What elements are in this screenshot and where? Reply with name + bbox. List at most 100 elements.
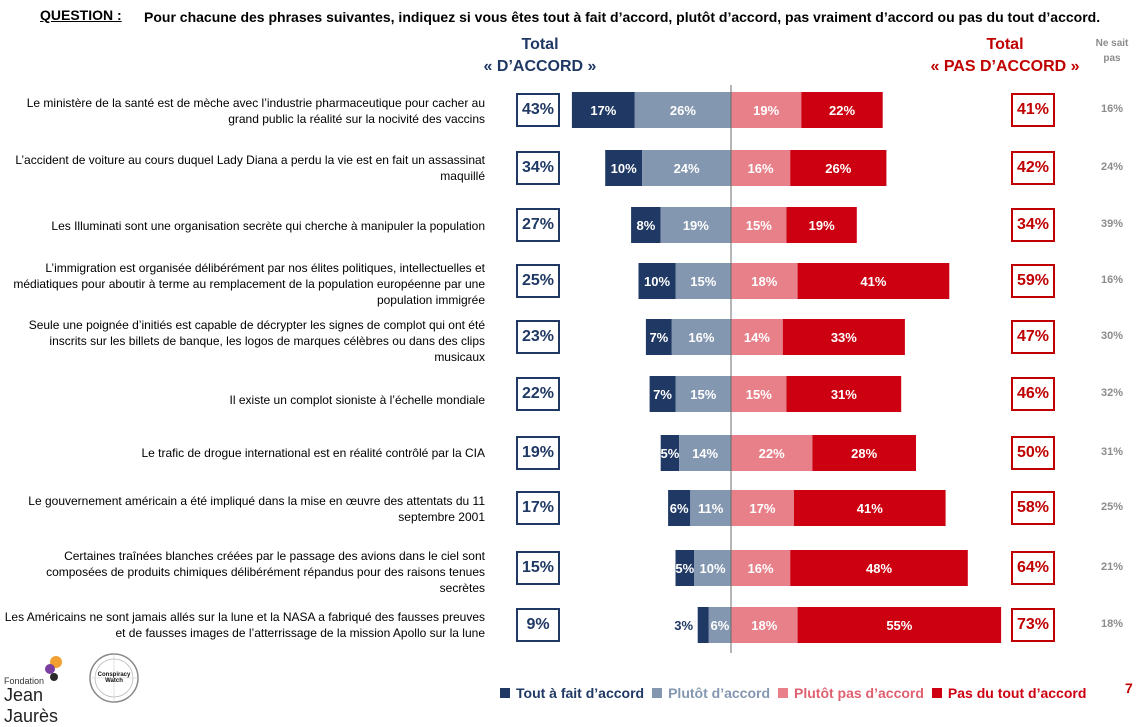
bar-value-label: 18% [751,618,777,633]
bar-tout-a-fait [571,92,635,128]
bar-value-label: 6% [711,618,730,633]
legend-item-pas-du-tout: Pas du tout d’accord [931,685,1086,701]
diverging-bar-chart: 17% 26% 19% 22% 10% 24% 16% 26% 8% 19% 15% 19% 10% 15… [571,85,1002,653]
no-opinion-value: 24% [1100,161,1124,173]
bar-pas-du-tout [790,150,887,186]
bar-tout-a-fait [660,435,680,471]
bar-value-label: 26% [670,103,696,118]
bar-value-label: 48% [866,561,892,576]
row-label: Le trafic de drogue international est en… [0,444,485,462]
bar-value-label: 22% [759,446,785,461]
bar-plutot [679,435,731,471]
bar-value-label: 18% [751,274,777,289]
total-disagree-value: 47% [1011,320,1055,354]
no-opinion-header: Ne sait pas [1092,36,1132,66]
bar-value-label: 24% [674,161,700,176]
bar-value-label: 15% [690,274,716,289]
no-opinion-value: 31% [1100,446,1124,458]
no-opinion-value: 32% [1100,387,1124,399]
row-label-text: Le trafic de drogue international est en… [141,446,485,460]
bar-pas-du-tout [801,92,883,128]
bar-value-label: 55% [886,618,912,633]
legend-swatch-pas-du-tout [931,688,942,698]
fondation-logo-small-text: Fondation [4,676,45,686]
total-disagree-value: 34% [1011,208,1055,242]
no-opinion-value: 18% [1100,618,1124,630]
bar-value-label: 5% [661,446,680,461]
total-agree-value: 43% [516,93,560,127]
total-agree-value: 25% [516,264,560,298]
no-opinion-value: 16% [1100,274,1124,286]
bar-tout-a-fait [697,607,709,643]
legend-item-plutot-pas: Plutôt pas d’accord [778,685,924,701]
row-label: Seule une poignée d’initiés est capable … [0,317,485,365]
bar-pas-du-tout [782,319,905,355]
total-disagree-value: 73% [1011,608,1055,642]
legend-swatch-plutot [652,688,663,698]
legend-item-plutot: Plutôt d’accord [652,685,770,701]
bar-plutot [675,263,731,299]
bar-pas-du-tout [812,435,916,471]
row-label-text: Le ministère de la santé est de mèche av… [26,96,485,126]
bar-value-label: 26% [825,161,851,176]
bar-value-label: 15% [746,218,772,233]
total-disagree-value: 64% [1011,551,1055,585]
row-label-text: Les Américains ne sont jamais allés sur … [4,610,485,640]
row-label: Il existe un complot sioniste à l’échell… [0,391,485,409]
row-label: Les Américains ne sont jamais allés sur … [0,608,485,642]
bar-pas-du-tout [797,607,1002,643]
row-label-text: Il existe un complot sioniste à l’échell… [229,393,485,407]
legend-label-plutot: Plutôt d’accord [668,685,770,701]
bar-tout-a-fait [668,490,691,526]
total-agree-header: Total « D’ACCORD » [455,34,625,78]
bar-plutot-pas [731,150,791,186]
bar-value-label: 15% [746,387,772,402]
row-label: Le gouvernement américain a été impliqué… [0,492,485,526]
total-disagree-value: 50% [1011,436,1055,470]
total-disagree-value: 59% [1011,264,1055,298]
bar-pas-du-tout [790,550,968,586]
bar-value-label: 41% [857,501,883,516]
bar-plutot [671,319,731,355]
total-disagree-value: 41% [1011,93,1055,127]
total-agree-header-line1: Total [521,36,559,53]
no-opinion-value: 21% [1100,561,1124,573]
total-agree-value: 17% [516,491,560,525]
legend-swatch-tout-a-fait [500,688,510,698]
page-number: 7 [1125,680,1133,696]
total-agree-value: 23% [516,320,560,354]
bar-value-label: 10% [699,561,725,576]
bar-plutot-pas [731,263,798,299]
bar-value-label: 10% [644,274,670,289]
bar-plutot-pas [731,490,794,526]
bar-plutot-pas [731,435,813,471]
bar-value-label: 17% [749,501,775,516]
row-label-text: L’accident de voiture au cours duquel La… [15,153,485,183]
bar-value-label: 16% [688,330,714,345]
no-opinion-value: 25% [1100,501,1124,513]
bar-plutot-pas [731,550,791,586]
bar-value-label: 6% [670,501,689,516]
bar-pas-du-tout [786,207,857,243]
bar-value-label: 7% [653,387,672,402]
bar-plutot-pas [731,607,798,643]
bar-value-label: 19% [753,103,779,118]
total-agree-value: 15% [516,551,560,585]
total-agree-value: 34% [516,151,560,185]
bar-value-label: 3% [674,618,693,633]
bar-plutot [690,490,731,526]
conspiracy-watch-logo-text: Conspiracy Watch [97,672,131,684]
bar-value-label: 28% [851,446,877,461]
bar-value-label: 16% [748,161,774,176]
total-disagree-header: Total « PAS D’ACCORD » [915,34,1095,78]
bar-value-label: 11% [698,501,724,516]
no-opinion-header-line2: pas [1103,53,1121,64]
bar-plutot [708,607,731,643]
fondation-logo-mark [45,656,62,681]
bar-tout-a-fait [631,207,661,243]
bar-plutot-pas [731,319,783,355]
bar-value-label: 17% [590,103,616,118]
bar-value-label: 19% [809,218,835,233]
bar-value-label: 41% [860,274,886,289]
bar-value-label: 31% [831,387,857,402]
